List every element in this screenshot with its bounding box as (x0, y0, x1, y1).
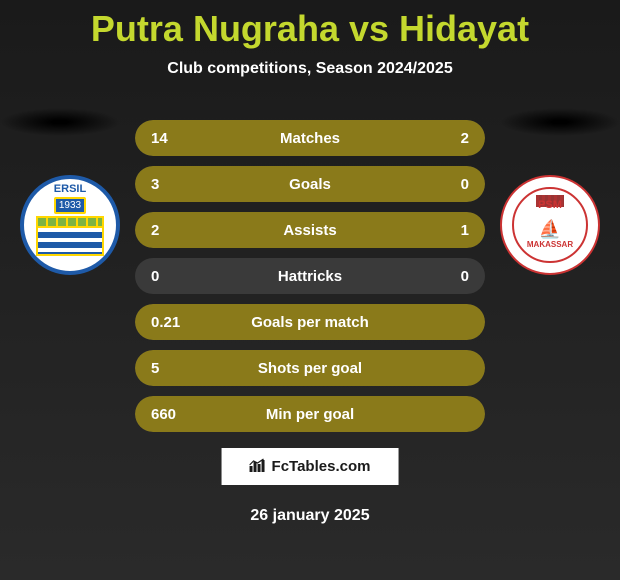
stats-container: 14 Matches 2 3 Goals 0 2 Assists 1 0 Hattricks 0 0.2… (135, 120, 485, 442)
team-left-stripes (36, 216, 104, 228)
stat-value-left: 3 (151, 176, 159, 193)
stat-value-left: 0 (151, 268, 159, 285)
page-title: Putra Nugraha vs Hidayat (0, 0, 620, 50)
footer-brand: FcTables.com (272, 458, 371, 475)
footer-badge: FcTables.com (222, 448, 399, 485)
player-shadow-right (500, 108, 620, 136)
team-right-circle: PSM ⛵ MAKASSAR (512, 187, 588, 263)
stat-value-left: 0.21 (151, 314, 180, 331)
stat-label: Shots per goal (258, 360, 362, 377)
stat-value-right: 0 (461, 268, 469, 285)
stat-value-right: 1 (461, 222, 469, 239)
team-right-name: PSM (538, 199, 562, 211)
team-left-name: ERSIL (24, 183, 116, 195)
stat-value-right: 2 (461, 130, 469, 147)
stat-row: 5 Shots per goal (135, 350, 485, 386)
stat-row: 3 Goals 0 (135, 166, 485, 202)
stat-row: 660 Min per goal (135, 396, 485, 432)
page-subtitle: Club competitions, Season 2024/2025 (0, 60, 620, 78)
stat-label: Min per goal (266, 406, 354, 423)
stat-label: Hattricks (278, 268, 342, 285)
date: 26 january 2025 (250, 507, 369, 525)
stat-label: Assists (283, 222, 336, 239)
stat-value-left: 14 (151, 130, 168, 147)
stat-label: Matches (280, 130, 340, 147)
stat-row: 2 Assists 1 (135, 212, 485, 248)
stat-value-left: 5 (151, 360, 159, 377)
stat-row: 0.21 Goals per match (135, 304, 485, 340)
stat-label: Goals (289, 176, 331, 193)
team-right-boat-icon: ⛵ (539, 219, 561, 240)
chart-icon (250, 458, 266, 475)
stat-value-left: 660 (151, 406, 176, 423)
stat-label: Goals per match (251, 314, 369, 331)
stat-value-right: 0 (461, 176, 469, 193)
team-logo-right: PSM ⛵ MAKASSAR (500, 175, 600, 275)
team-left-year: 1933 (54, 197, 86, 214)
team-logo-left: ERSIL 1933 (20, 175, 120, 275)
team-right-city: MAKASSAR (527, 240, 573, 249)
player-shadow-left (0, 108, 120, 136)
stat-row: 0 Hattricks 0 (135, 258, 485, 294)
team-left-waves (36, 228, 104, 256)
stat-value-left: 2 (151, 222, 159, 239)
stat-row: 14 Matches 2 (135, 120, 485, 156)
